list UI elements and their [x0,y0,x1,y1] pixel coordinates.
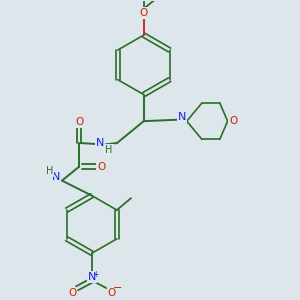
Text: −: − [113,283,123,293]
Text: N: N [88,272,96,282]
Text: H: H [46,166,53,176]
Text: O: O [68,288,76,298]
Text: O: O [140,8,148,18]
Text: N: N [52,172,60,182]
Text: O: O [75,117,83,127]
Text: N: N [95,138,104,148]
Text: H: H [105,145,113,155]
Text: O: O [229,116,237,126]
Text: O: O [107,288,116,298]
Text: +: + [92,270,99,279]
Text: N: N [178,112,187,122]
Text: O: O [97,161,105,172]
